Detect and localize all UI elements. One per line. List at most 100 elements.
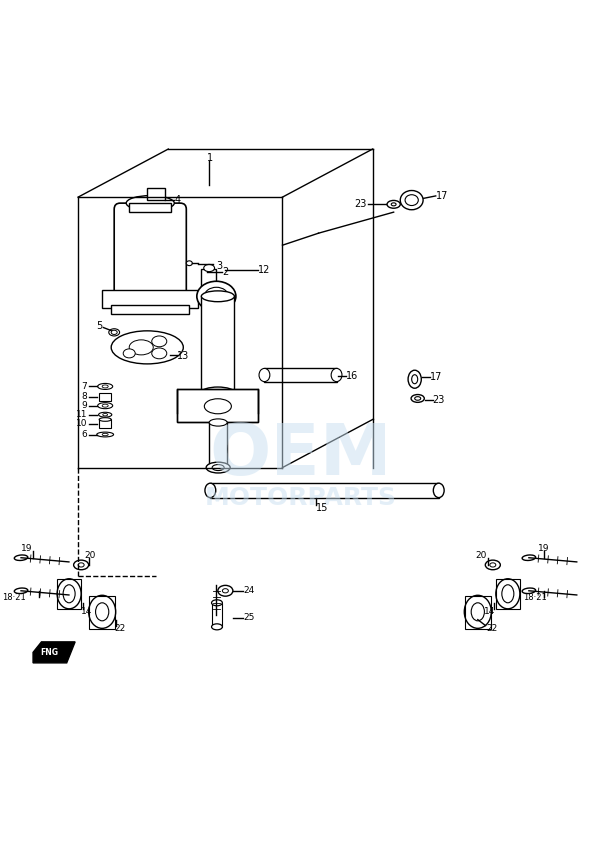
Ellipse shape	[209, 419, 227, 426]
Bar	[102, 290, 198, 308]
Text: 4: 4	[174, 195, 180, 205]
Ellipse shape	[201, 387, 234, 398]
Polygon shape	[33, 642, 75, 663]
Text: 18·21: 18·21	[2, 593, 26, 603]
Ellipse shape	[102, 404, 108, 407]
Ellipse shape	[387, 201, 400, 208]
Ellipse shape	[14, 588, 28, 593]
Bar	[111, 306, 189, 314]
Text: 18·21: 18·21	[523, 593, 547, 603]
Text: 1: 1	[207, 153, 213, 163]
Ellipse shape	[205, 483, 216, 498]
Text: 24: 24	[243, 586, 255, 596]
Ellipse shape	[109, 328, 120, 336]
Ellipse shape	[99, 418, 111, 421]
Ellipse shape	[490, 563, 496, 567]
Text: 2: 2	[222, 267, 228, 277]
Ellipse shape	[123, 349, 135, 358]
Ellipse shape	[102, 433, 108, 436]
Ellipse shape	[89, 596, 115, 628]
Ellipse shape	[97, 384, 113, 390]
Text: 23: 23	[354, 199, 367, 209]
Ellipse shape	[222, 589, 228, 593]
Ellipse shape	[471, 603, 484, 621]
Text: 23: 23	[433, 395, 445, 405]
Ellipse shape	[331, 368, 342, 381]
Ellipse shape	[152, 348, 167, 359]
Bar	[465, 596, 491, 629]
Ellipse shape	[412, 374, 418, 384]
Text: 3: 3	[216, 261, 222, 271]
Ellipse shape	[259, 368, 270, 381]
Bar	[210, 483, 439, 498]
Ellipse shape	[433, 483, 444, 498]
Ellipse shape	[78, 563, 84, 567]
Ellipse shape	[126, 196, 174, 211]
Ellipse shape	[186, 260, 192, 266]
Bar	[496, 579, 520, 608]
Ellipse shape	[97, 432, 114, 437]
Bar	[129, 203, 171, 212]
Ellipse shape	[204, 288, 228, 306]
Text: 22: 22	[487, 624, 498, 633]
Ellipse shape	[74, 560, 89, 569]
Ellipse shape	[111, 331, 183, 364]
Ellipse shape	[129, 340, 153, 355]
Ellipse shape	[465, 596, 492, 628]
Bar	[201, 269, 216, 294]
Ellipse shape	[391, 203, 396, 206]
Text: 22: 22	[114, 624, 126, 633]
Ellipse shape	[502, 585, 514, 603]
Text: 15: 15	[316, 504, 328, 513]
Ellipse shape	[204, 399, 231, 414]
Text: 25: 25	[243, 614, 255, 622]
Ellipse shape	[99, 412, 112, 417]
Ellipse shape	[212, 465, 224, 471]
Text: 17: 17	[430, 373, 442, 382]
Text: 19: 19	[538, 544, 549, 553]
Ellipse shape	[218, 585, 233, 597]
Text: 20: 20	[475, 551, 487, 561]
Text: MOTORPARTS: MOTORPARTS	[204, 486, 397, 510]
Ellipse shape	[212, 600, 222, 606]
Text: 6: 6	[81, 430, 87, 439]
Bar	[209, 422, 227, 467]
Bar	[57, 579, 81, 608]
Bar	[177, 390, 258, 422]
Text: 9: 9	[81, 401, 87, 410]
Ellipse shape	[14, 555, 28, 561]
Text: 8: 8	[81, 392, 87, 401]
Bar	[147, 188, 165, 200]
Ellipse shape	[408, 370, 421, 388]
Text: 12: 12	[258, 266, 271, 276]
Text: 7: 7	[81, 382, 87, 391]
Text: 5: 5	[96, 322, 102, 331]
Ellipse shape	[152, 336, 167, 346]
Ellipse shape	[213, 608, 219, 621]
Text: 10: 10	[76, 420, 87, 428]
Ellipse shape	[522, 555, 535, 561]
Ellipse shape	[485, 560, 500, 569]
Bar	[177, 390, 258, 422]
Ellipse shape	[197, 282, 236, 311]
Ellipse shape	[522, 588, 535, 593]
Ellipse shape	[212, 624, 222, 630]
Bar	[99, 393, 111, 401]
Text: 14: 14	[484, 608, 496, 616]
Ellipse shape	[411, 395, 424, 403]
Bar	[201, 296, 234, 392]
Ellipse shape	[415, 397, 421, 400]
Ellipse shape	[405, 195, 418, 206]
FancyBboxPatch shape	[114, 203, 186, 300]
Ellipse shape	[57, 579, 81, 608]
Bar	[264, 368, 337, 381]
Ellipse shape	[400, 191, 423, 209]
Ellipse shape	[204, 265, 215, 271]
Ellipse shape	[63, 585, 75, 603]
Bar	[89, 596, 115, 629]
Ellipse shape	[103, 414, 108, 416]
Bar	[212, 603, 222, 627]
Text: 13: 13	[177, 351, 189, 362]
Ellipse shape	[201, 291, 234, 302]
Text: 17: 17	[436, 191, 448, 201]
